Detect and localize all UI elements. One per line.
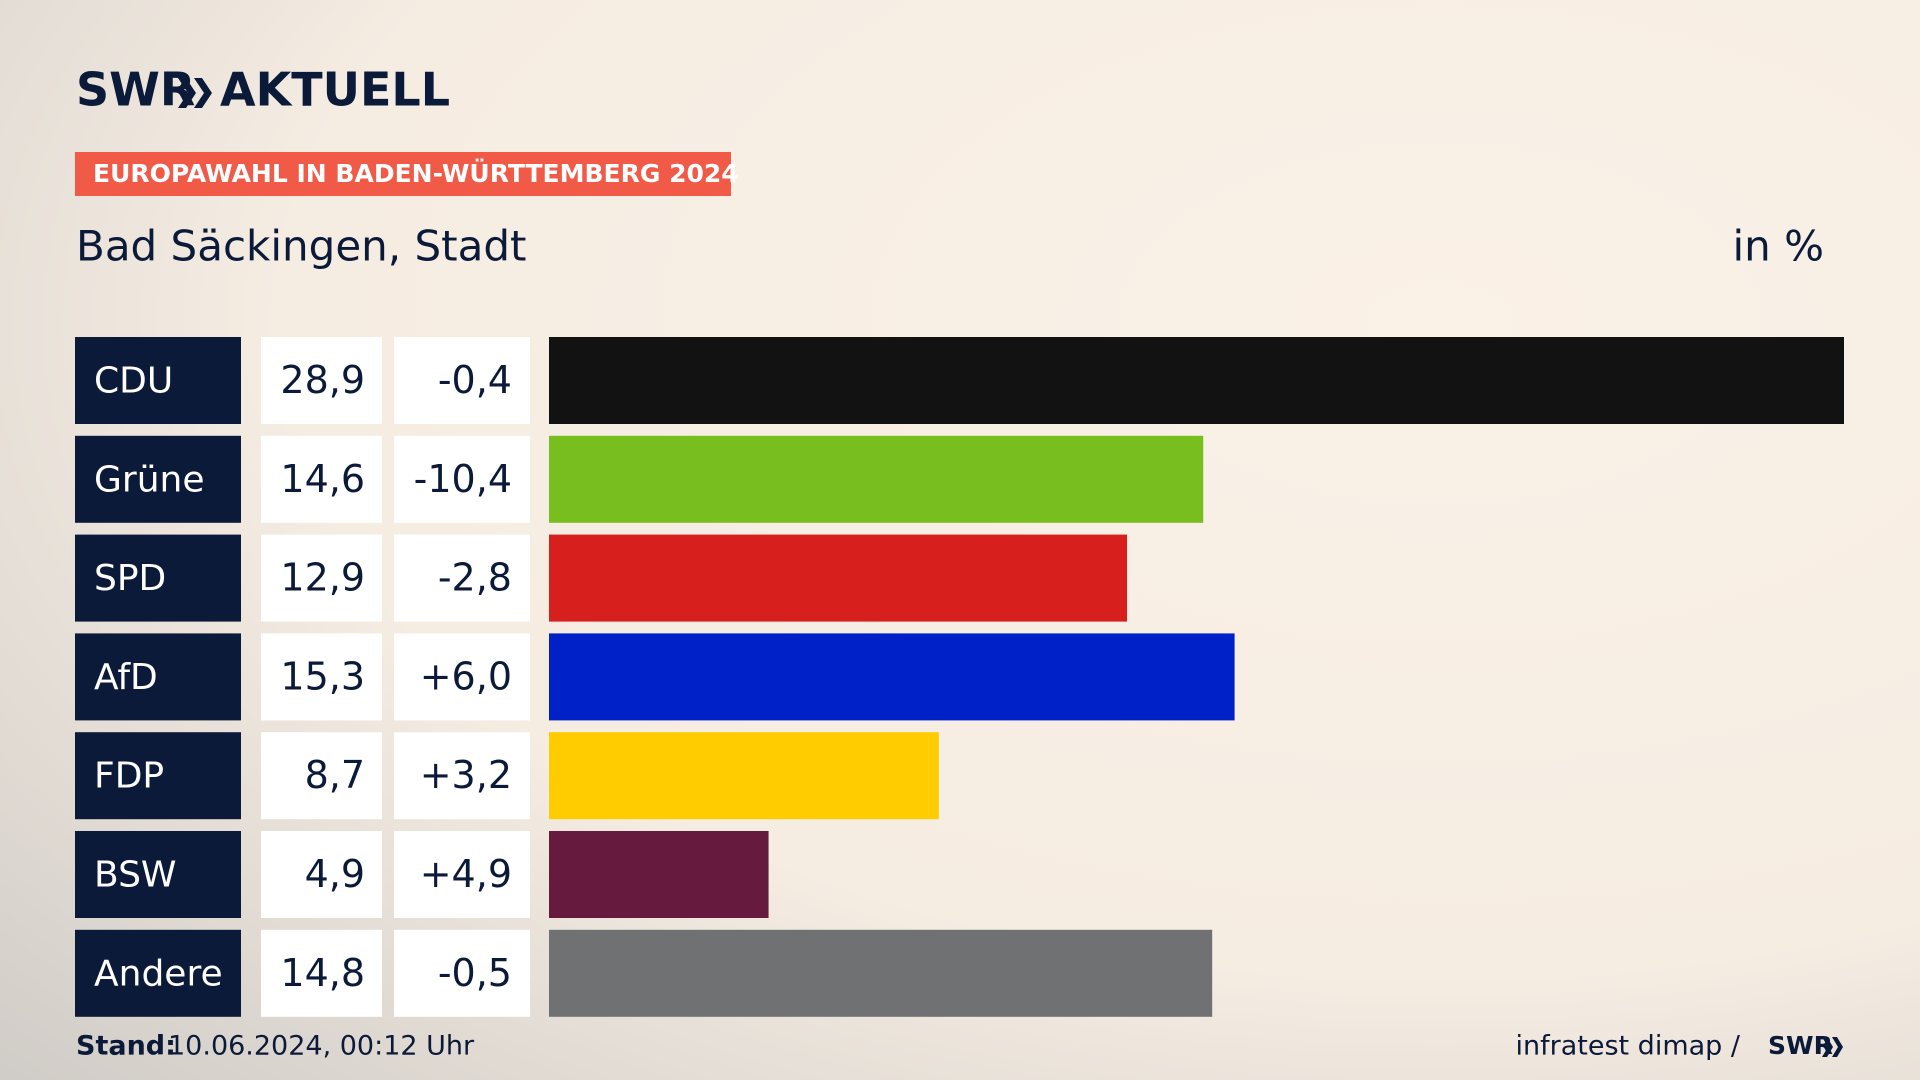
value-box bbox=[261, 831, 382, 918]
change-label: +4,9 bbox=[420, 852, 512, 896]
chart-title: Bad Säckingen, Stadt bbox=[76, 222, 526, 271]
change-label: +6,0 bbox=[420, 654, 512, 698]
change-label: -2,8 bbox=[438, 556, 512, 600]
bar bbox=[549, 929, 1213, 1017]
change-box bbox=[394, 929, 530, 1017]
change-box bbox=[394, 435, 530, 523]
change-box bbox=[394, 831, 530, 918]
source: infratest dimap / bbox=[1515, 1031, 1740, 1062]
change-box bbox=[394, 732, 530, 820]
party-box bbox=[75, 337, 241, 424]
value-box bbox=[261, 337, 382, 424]
tag: EUROPAWAHL IN BADEN-WÜRTTEMBERG 2024 bbox=[93, 158, 739, 188]
party-box bbox=[75, 732, 241, 820]
party-label: AfD bbox=[94, 657, 158, 698]
party-box bbox=[75, 929, 241, 1017]
source-brand: SWR bbox=[1768, 1031, 1833, 1060]
change-label: +3,2 bbox=[420, 753, 512, 797]
value-label: 28,9 bbox=[280, 358, 365, 402]
value-label: 14,8 bbox=[280, 951, 365, 995]
tag-box bbox=[75, 152, 731, 196]
party-box bbox=[75, 435, 241, 523]
value-box bbox=[261, 633, 382, 721]
value-label: 14,6 bbox=[280, 457, 365, 501]
source-chevrons bbox=[1822, 1037, 1843, 1057]
value-label: 15,3 bbox=[280, 654, 365, 698]
bar bbox=[549, 633, 1235, 721]
party-label: Grüne bbox=[94, 459, 204, 500]
bar bbox=[549, 435, 1204, 523]
stand: 10.06.2024, 00:12 Uhr bbox=[168, 1031, 475, 1062]
party-box bbox=[75, 633, 241, 721]
value-box bbox=[261, 534, 382, 622]
unit: in % bbox=[1732, 222, 1824, 271]
value-box bbox=[261, 732, 382, 820]
stand-label: Stand: bbox=[76, 1031, 176, 1062]
value-label: 4,9 bbox=[305, 852, 365, 896]
brand-sub: AKTUELL bbox=[220, 63, 450, 117]
value-label: 12,9 bbox=[280, 556, 365, 600]
change-label: -0,4 bbox=[438, 358, 512, 402]
value-box bbox=[261, 435, 382, 523]
party-label: CDU bbox=[94, 361, 173, 402]
bar bbox=[549, 337, 1844, 424]
party-box bbox=[75, 534, 241, 622]
brand: SWR bbox=[76, 63, 195, 117]
value-label: 8,7 bbox=[305, 753, 365, 797]
value-box bbox=[261, 929, 382, 1017]
party-label: Andere bbox=[94, 953, 223, 994]
bar bbox=[549, 831, 769, 918]
bar bbox=[549, 534, 1128, 622]
change-label: -0,5 bbox=[438, 951, 512, 995]
party-label: BSW bbox=[94, 855, 177, 896]
change-box bbox=[394, 633, 530, 721]
change-label: -10,4 bbox=[414, 457, 512, 501]
brand-chevrons bbox=[178, 78, 212, 108]
party-box bbox=[75, 831, 241, 918]
party-label: SPD bbox=[94, 558, 166, 599]
bar bbox=[549, 732, 939, 820]
change-box bbox=[394, 337, 530, 424]
party-label: FDP bbox=[94, 756, 164, 797]
change-box bbox=[394, 534, 530, 622]
